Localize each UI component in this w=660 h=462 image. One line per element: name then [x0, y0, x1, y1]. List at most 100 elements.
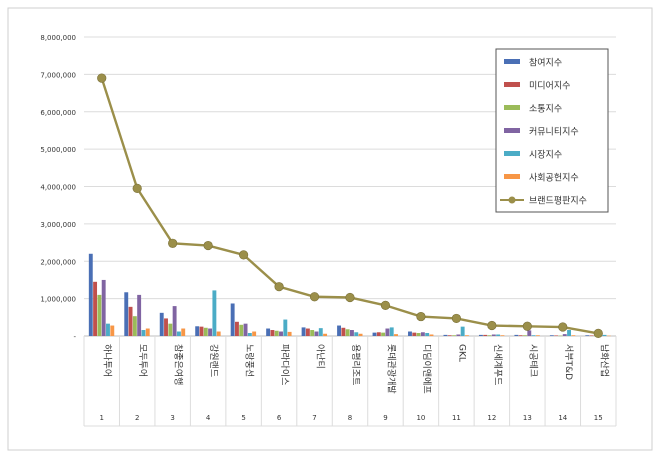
x-category-label: 노랑풍선 — [244, 344, 256, 377]
x-category-number: 10 — [416, 414, 425, 422]
bar-4-14 — [562, 334, 567, 336]
bar-4-9 — [385, 328, 390, 336]
bar-5-4 — [212, 290, 217, 336]
x-category-label: GKL — [456, 344, 466, 362]
x-category-number: 6 — [277, 414, 282, 422]
bar-6-14 — [571, 335, 576, 336]
bar-3-10 — [416, 333, 421, 336]
bar-5-1 — [106, 323, 110, 336]
x-category-number: 2 — [135, 414, 139, 422]
bar-2-1 — [93, 281, 98, 336]
brand-index-point-4 — [203, 240, 213, 251]
x-category-label: 파라다이스 — [279, 344, 290, 385]
legend-swatch — [504, 105, 520, 110]
bar-1-3 — [159, 312, 164, 336]
bar-2-7 — [305, 328, 310, 336]
bar-1-8 — [337, 325, 341, 336]
x-category-label: 남화산업 — [598, 344, 609, 377]
bar-3-8 — [345, 329, 350, 336]
brand-index-point-9 — [380, 300, 391, 310]
bar-3-2 — [132, 316, 137, 336]
bar-1-14 — [549, 335, 554, 336]
brand-index-point-14 — [558, 322, 568, 332]
bar-4-6 — [279, 331, 283, 336]
bar-6-2 — [145, 328, 150, 336]
bar-4-13 — [527, 330, 532, 336]
bar-layer — [88, 253, 611, 337]
bar-2-12 — [483, 334, 488, 336]
y-tick-label: 6,000,000 — [40, 109, 76, 117]
bar-3-11 — [452, 335, 456, 336]
x-category-number: 1 — [99, 414, 103, 422]
bar-3-6 — [274, 330, 279, 336]
y-tick-label: 1,000,000 — [40, 296, 76, 304]
bar-6-11 — [465, 335, 469, 336]
x-category-number: 14 — [558, 414, 567, 422]
x-category-number: 9 — [383, 414, 387, 422]
y-tick-label: 8,000,000 — [40, 34, 76, 42]
bar-3-5 — [239, 324, 244, 336]
bar-4-3 — [172, 306, 177, 336]
bar-6-8 — [358, 333, 363, 336]
x-category-number: 15 — [594, 414, 603, 422]
legend-label: 미디어지수 — [529, 81, 570, 92]
legend-swatch — [504, 174, 520, 179]
bar-1-6 — [266, 328, 271, 336]
legend-swatch — [504, 128, 520, 133]
bar-2-10 — [412, 332, 417, 336]
bar-5-11 — [460, 326, 465, 336]
brand-index-point-10 — [416, 311, 426, 322]
bar-2-6 — [270, 330, 275, 336]
y-axis-ticks: - 1,000,000 2,000,000 3,000,000 4,000,000 5,0… — [40, 34, 76, 341]
bar-3-4 — [203, 327, 208, 336]
bar-5-14 — [567, 330, 571, 336]
x-category-label: 아난티 — [315, 344, 326, 369]
x-category-number: 3 — [170, 414, 174, 422]
legend-swatch — [504, 82, 520, 87]
bar-4-4 — [208, 328, 213, 336]
bar-6-4 — [216, 331, 221, 336]
bar-5-5 — [247, 333, 252, 336]
bar-4-11 — [456, 334, 461, 336]
x-category-label: 롯데관광개발 — [385, 344, 397, 394]
brand-index-point-6 — [274, 282, 284, 292]
legend-swatch — [504, 151, 520, 156]
bar-4-8 — [350, 330, 354, 336]
legend-label: 사회공헌지수 — [529, 173, 579, 184]
bar-5-7 — [318, 328, 323, 336]
x-category-label: 용평리조트 — [350, 344, 361, 385]
bar-2-15 — [589, 335, 594, 336]
x-category-label: 디딤이앤에프 — [421, 344, 432, 394]
bar-2-4 — [199, 326, 204, 336]
bar-2-13 — [518, 335, 523, 336]
bar-6-7 — [323, 333, 328, 336]
x-category-number: 11 — [452, 414, 461, 422]
bar-6-10 — [429, 334, 434, 336]
y-tick-label: 2,000,000 — [40, 258, 76, 266]
y-tick-label: - — [73, 333, 76, 341]
bar-2-14 — [554, 335, 559, 336]
bar-2-2 — [128, 306, 133, 336]
line-layer — [97, 73, 603, 338]
legend-label: 브랜드평판지수 — [529, 196, 587, 207]
brand-index-point-2 — [132, 183, 142, 193]
x-axis-labels: 하나투어 1 모두투어 2 참좋은여행 3 강원랜드 4 노랑풍선 5 파라다이스 6 아난티 7 용평리조… — [99, 344, 609, 422]
bar-3-14 — [558, 335, 563, 337]
bar-5-3 — [176, 331, 181, 336]
brand-index-point-8 — [345, 292, 355, 303]
brand-index-point-1 — [97, 73, 107, 83]
legend-label: 소통지수 — [529, 104, 562, 115]
bar-1-2 — [124, 292, 129, 336]
brand-index-point-5 — [239, 250, 249, 260]
bar-3-3 — [168, 323, 173, 336]
bar-5-2 — [141, 330, 146, 336]
bar-1-11 — [443, 334, 448, 336]
bar-2-9 — [376, 332, 381, 336]
bar-4-1 — [101, 279, 106, 336]
bar-3-12 — [487, 335, 492, 336]
brand-index-point-11 — [451, 313, 462, 324]
bar-6-1 — [110, 325, 115, 336]
x-category-label: 참좋은여행 — [173, 344, 185, 385]
bar-6-13 — [535, 335, 540, 336]
